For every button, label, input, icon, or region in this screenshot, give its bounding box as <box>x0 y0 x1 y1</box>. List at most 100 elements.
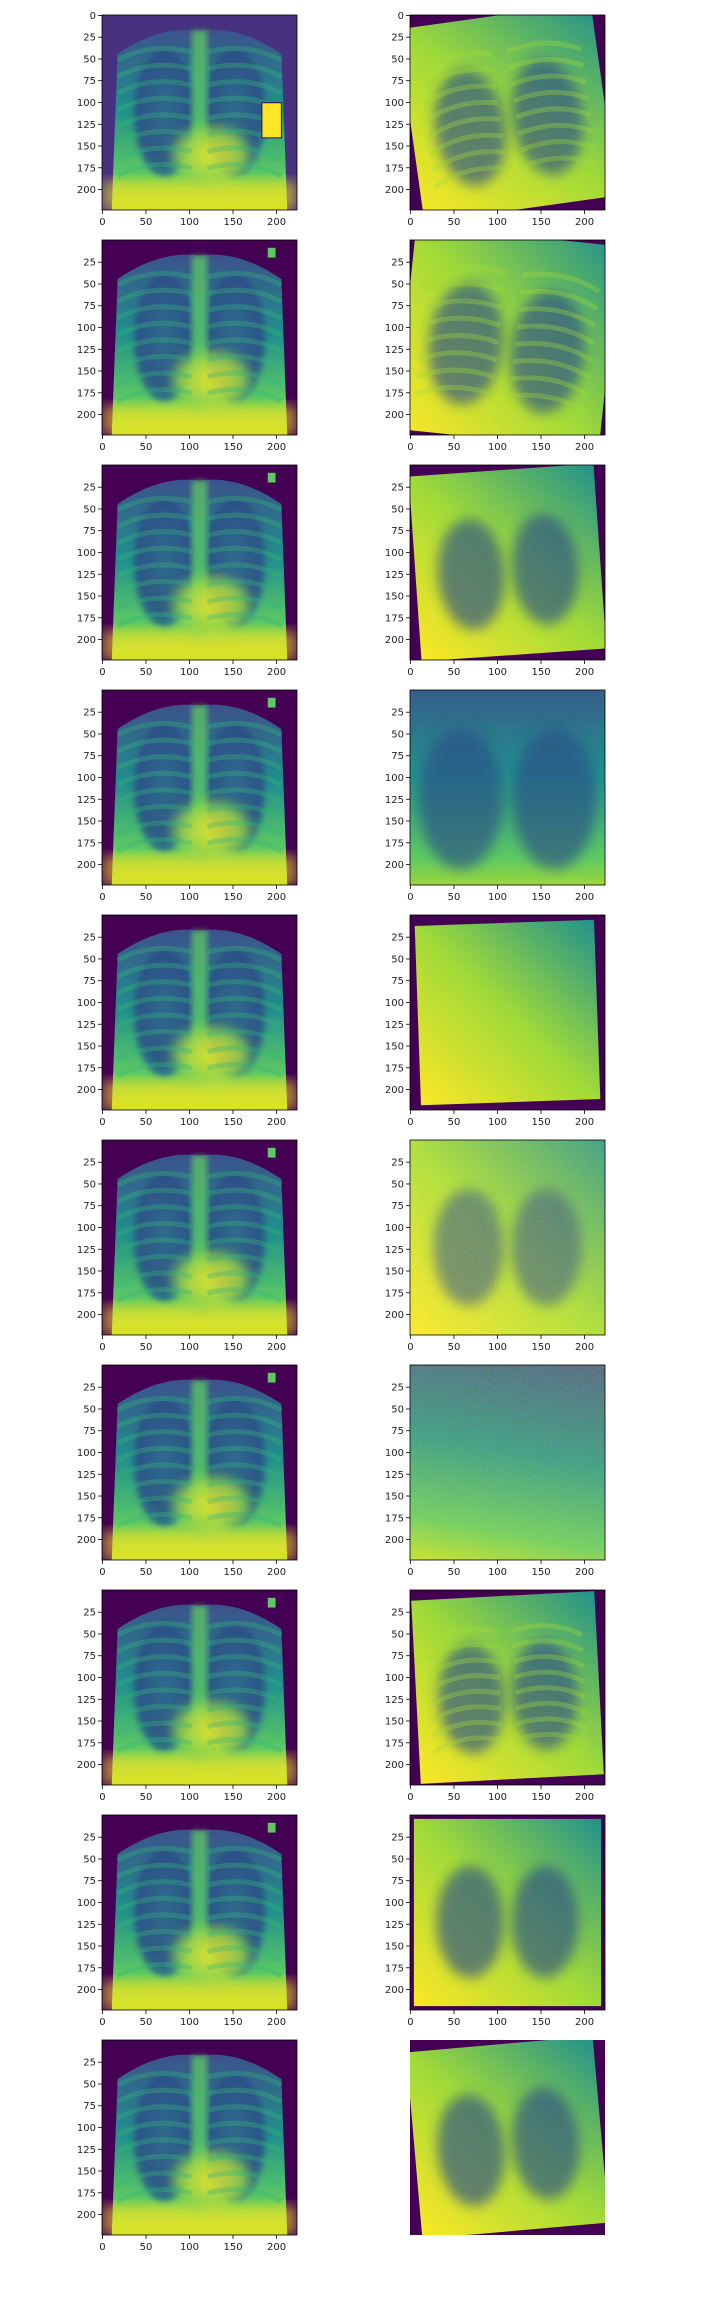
diaphragm-shape <box>102 2205 297 2235</box>
y-tick-label: 150 <box>77 2167 96 2178</box>
rib-shape <box>206 162 283 179</box>
rib-shape <box>116 1062 193 1079</box>
rib-shape <box>206 145 283 162</box>
y-tick-label: 200 <box>385 1310 404 1321</box>
diaphragm-shape <box>102 630 297 660</box>
x-tick-label: 100 <box>488 1117 507 1128</box>
y-tick-label: 150 <box>385 367 404 378</box>
axes-frame <box>101 1364 298 1561</box>
y-tick-label: 100 <box>385 548 404 559</box>
rib-shape <box>206 1687 283 1704</box>
y-tick-label: 200 <box>77 1535 96 1546</box>
x-tick-label: 200 <box>267 1342 286 1353</box>
y-tick-label: 100 <box>77 1898 96 1909</box>
y-tick-label: 75 <box>83 76 96 87</box>
panel-r6-c1: 0 50 100 150 200 25 50 75 100 125 150 175 200 <box>385 1364 606 1578</box>
axes-frame <box>409 239 606 436</box>
y-tick-label: 0 <box>398 11 404 22</box>
rib-shape <box>206 721 283 738</box>
y-tick-label: 175 <box>77 1513 96 1524</box>
rib-shape <box>116 545 193 563</box>
heart-shadow-shape <box>172 1476 251 1535</box>
y-tick-label: 175 <box>77 1288 96 1299</box>
rib-shape <box>423 298 504 311</box>
rotated-image-group <box>410 2040 605 2235</box>
x-tick-label: 50 <box>140 442 153 453</box>
axes-frame <box>101 914 298 1111</box>
y-tick-label: 125 <box>77 1245 96 1256</box>
rib-shape <box>116 2104 193 2121</box>
rib-shape <box>206 1879 283 1896</box>
x-tick-label: 50 <box>448 1567 461 1578</box>
panel-r1-c1: 0 50 100 150 200 25 50 75 100 125 150 175 200 <box>385 239 606 453</box>
rib-shape <box>417 350 498 363</box>
y-tick-label: 150 <box>385 592 404 603</box>
x-tick-label: 50 <box>140 2017 153 2028</box>
rib-shape <box>206 2087 283 2104</box>
y-tick-label: 200 <box>385 1535 404 1546</box>
x-tick-label: 0 <box>99 442 105 453</box>
axes-frame <box>409 464 606 661</box>
rib-shape <box>414 384 495 397</box>
rib-shape <box>428 1657 500 1677</box>
rib-shape <box>431 1719 503 1739</box>
rib-shape <box>116 1962 193 1979</box>
y-tick-label: 200 <box>385 860 404 871</box>
x-tick-label: 150 <box>223 892 242 903</box>
y-tick-label: 125 <box>77 1695 96 1706</box>
rib-shape <box>206 496 283 513</box>
x-tick-label: 200 <box>575 1342 594 1353</box>
y-tick-label: 25 <box>391 1833 404 1844</box>
y-tick-label: 200 <box>385 185 404 196</box>
rib-shape <box>429 1673 501 1692</box>
rib-shape <box>206 2071 283 2088</box>
rib-shape <box>206 1270 283 1287</box>
xray-image <box>410 690 605 885</box>
rib-shape <box>116 1478 193 1496</box>
x-tick-label: 100 <box>180 892 199 903</box>
rib-shape <box>116 370 193 387</box>
diaphragm-shape <box>102 1980 297 2010</box>
y-tick-label: 200 <box>77 2210 96 2221</box>
rotated-image-group <box>410 240 605 435</box>
marker-tag-shape <box>267 247 276 258</box>
y-tick-label: 100 <box>385 98 404 109</box>
rib-shape <box>116 1928 193 1946</box>
xray-image <box>102 690 297 885</box>
lung-shape <box>511 2087 580 2200</box>
rib-shape <box>116 62 193 79</box>
y-tick-label: 25 <box>83 1608 96 1619</box>
rib-shape <box>206 962 283 979</box>
x-tick-label: 100 <box>488 667 507 678</box>
x-tick-label: 100 <box>180 217 199 228</box>
y-tick-label: 50 <box>83 54 96 65</box>
rib-shape <box>116 496 193 513</box>
rib-shape <box>116 1862 193 1879</box>
panel-r4-c1: 0 50 100 150 200 25 50 75 100 125 150 175 200 <box>385 914 606 1128</box>
rib-shape <box>116 1287 193 1304</box>
panel-r5-c0: 0 50 100 150 200 25 50 75 100 125 150 175 200 <box>77 1139 298 1353</box>
panel-r7-c0: 0 50 100 150 200 25 50 75 100 125 150 175 200 <box>77 1589 298 1803</box>
rib-shape <box>116 1270 193 1287</box>
rib-shape <box>513 1669 586 1684</box>
xray-image <box>410 1590 605 1785</box>
y-tick-label: 150 <box>77 1267 96 1278</box>
x-tick-label: 50 <box>140 667 153 678</box>
xray-image <box>410 1140 605 1335</box>
y-tick-label: 25 <box>391 258 404 269</box>
rib-shape <box>206 1045 283 1062</box>
x-tick-label: 150 <box>531 2017 550 2028</box>
lung-shape <box>438 1643 505 1754</box>
rib-shape <box>421 315 502 328</box>
xray-image <box>102 915 297 1110</box>
y-tick-label: 150 <box>385 1942 404 1953</box>
x-tick-label: 150 <box>223 2017 242 2028</box>
panel-r9-c1 <box>410 2040 605 2235</box>
rib-shape <box>206 1621 283 1638</box>
y-tick-label: 200 <box>385 635 404 646</box>
rib-shape <box>415 367 496 380</box>
rib-shape <box>206 2120 283 2138</box>
y-tick-label: 75 <box>391 301 404 312</box>
x-tick-label: 100 <box>488 1342 507 1353</box>
rib-shape <box>116 1253 193 1271</box>
